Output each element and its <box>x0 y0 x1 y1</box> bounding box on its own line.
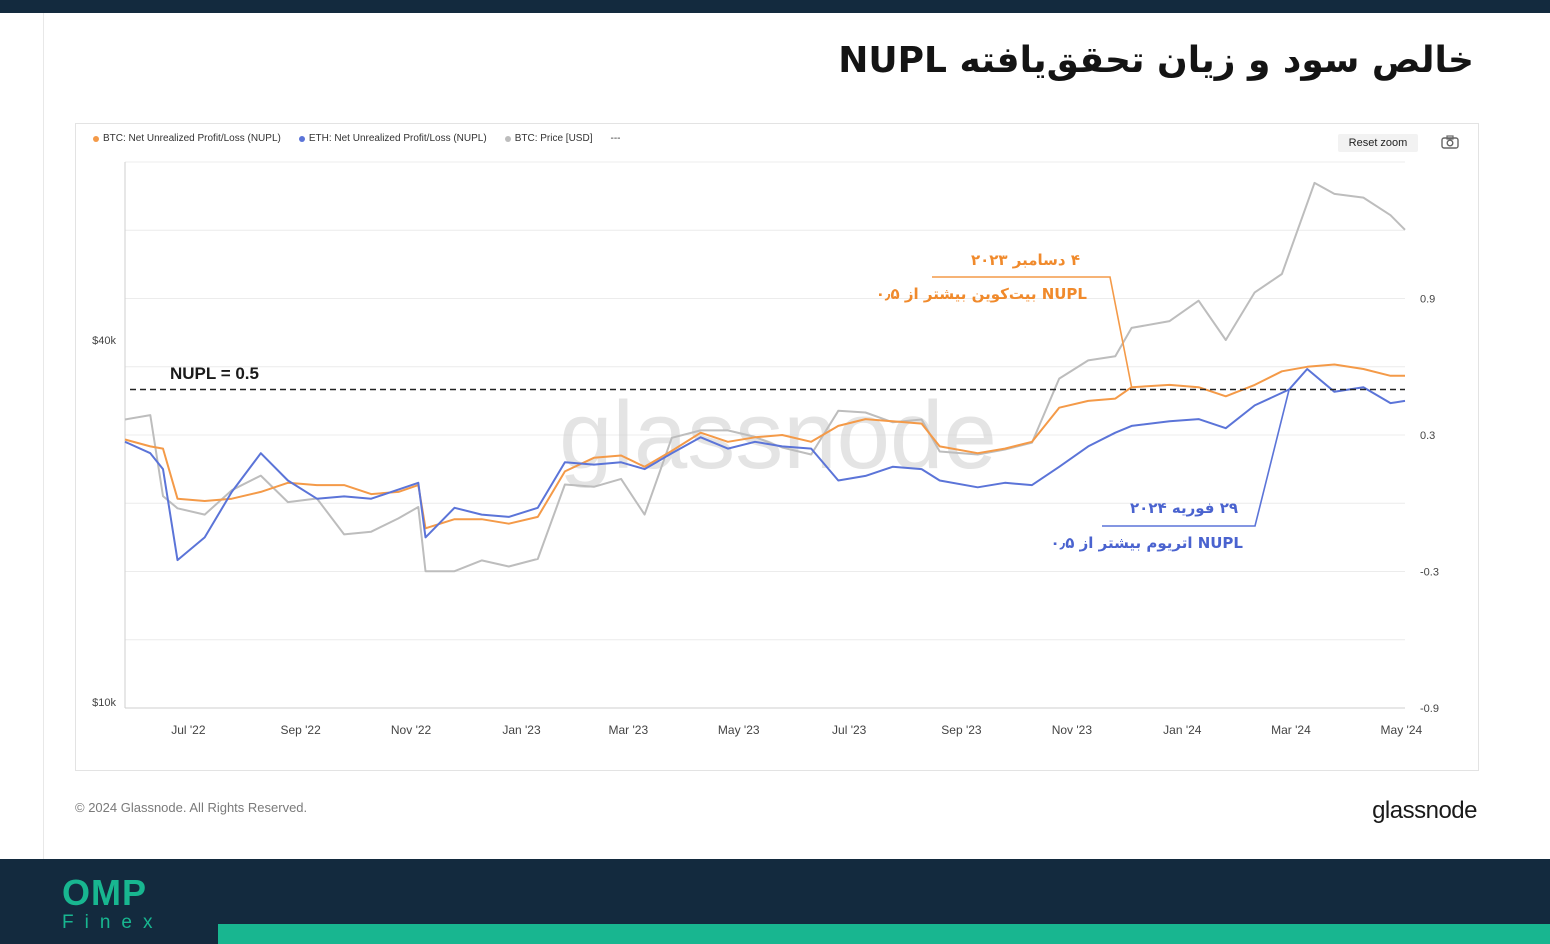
chart-legend: BTC: Net Unrealized Profit/Loss (NUPL) E… <box>93 133 620 144</box>
omp-logo-sub: Finex <box>62 912 164 933</box>
x-tick-label: Jul '23 <box>832 723 867 737</box>
eth-annotation-date: ۲۹ فوریه ۲۰۲۴ <box>1130 499 1238 517</box>
x-tick-label: Mar '23 <box>608 723 648 737</box>
x-tick-label: Nov '22 <box>391 723 432 737</box>
page-title: خالص سود و زیان تحقق‌یافته NUPL <box>838 40 1474 81</box>
x-tick-label: Mar '24 <box>1271 723 1311 737</box>
camera-icon[interactable] <box>1441 135 1459 149</box>
y-right-tick-label: 0.9 <box>1420 294 1435 306</box>
legend-label: BTC: Price [USD] <box>514 133 593 144</box>
x-tick-label: May '24 <box>1381 723 1423 737</box>
y-right-tick-label: -0.3 <box>1420 567 1439 579</box>
x-tick-label: Sep '22 <box>280 723 321 737</box>
btc-nupl-line <box>124 363 1405 530</box>
copyright: © 2024 Glassnode. All Rights Reserved. <box>75 800 308 815</box>
axes: Jul '22 Sep '22 Nov '22 Jan '23 Mar '23 May '… <box>92 294 1439 738</box>
legend-label: BTC: Net Unrealized Profit/Loss (NUPL) <box>103 133 281 144</box>
eth-annotation-leader <box>1102 389 1290 527</box>
legend-dot-eth <box>298 135 305 142</box>
x-tick-label: Nov '23 <box>1052 723 1093 737</box>
x-tick-label: Jan '23 <box>502 723 541 737</box>
legend-item-reference[interactable]: --- <box>610 133 620 144</box>
series-layer <box>124 181 1406 573</box>
left-rule <box>43 13 44 859</box>
legend-dot-price <box>504 135 511 142</box>
nupl-line-label: NUPL = 0.5 <box>170 364 259 383</box>
eth-annotation-text: NUPL اتریوم بیشتر از ۰٫۵ <box>1050 534 1244 552</box>
x-tick-label: Jan '24 <box>1163 723 1202 737</box>
y-left-tick-label: $40k <box>92 335 116 347</box>
top-bar <box>0 0 1550 13</box>
reset-zoom-button[interactable]: Reset zoom <box>1338 134 1418 152</box>
legend-item-eth-nupl[interactable]: ETH: Net Unrealized Profit/Loss (NUPL) <box>298 133 487 144</box>
eth-nupl-line <box>124 368 1406 562</box>
legend-dot-btc <box>93 135 99 142</box>
btc-annotation-leader <box>932 276 1133 388</box>
y-right-tick-label: 0.3 <box>1420 430 1435 442</box>
chart-card <box>75 123 1479 771</box>
annotation-lines <box>932 276 1290 527</box>
btc-price-line <box>124 181 1406 573</box>
x-tick-label: Jul '22 <box>171 723 206 737</box>
legend-item-btc-price[interactable]: BTC: Price [USD] <box>504 133 593 144</box>
grid <box>124 161 1405 709</box>
footer-accent-bar <box>218 924 1550 944</box>
y-right-tick-label: -0.9 <box>1420 703 1439 715</box>
x-tick-label: May '23 <box>718 723 760 737</box>
legend-label: ETH: Net Unrealized Profit/Loss (NUPL) <box>308 133 487 144</box>
btc-annotation-text: NUPL بیت‌کوین بیشتر از ۰٫۵ <box>875 285 1087 303</box>
omp-logo[interactable]: OMP <box>62 872 148 913</box>
btc-annotation-date: ۴ دسامبر ۲۰۲۳ <box>970 251 1080 269</box>
brand-logo: glassnode <box>1372 797 1477 824</box>
x-tick-label: Sep '23 <box>941 723 982 737</box>
legend-label: --- <box>610 133 621 144</box>
legend-item-btc-nupl[interactable]: BTC: Net Unrealized Profit/Loss (NUPL) <box>93 133 281 144</box>
y-left-tick-label: $10k <box>92 697 116 709</box>
